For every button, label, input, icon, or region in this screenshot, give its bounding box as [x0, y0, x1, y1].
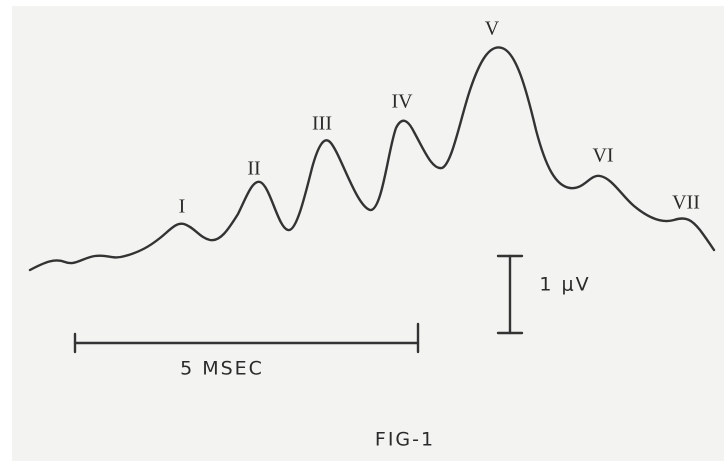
amplitude-scale-bar: [496, 254, 524, 335]
waveform: [28, 46, 716, 272]
peak-label: VII: [672, 192, 700, 214]
peak-label: V: [485, 18, 500, 40]
caption: FIG-1: [375, 429, 435, 451]
peak-label: III: [312, 113, 332, 135]
peak-label: II: [247, 158, 260, 180]
time-label: 5 MSEC: [180, 358, 264, 380]
paper: [12, 6, 724, 461]
amplitude-label: 1 μV: [539, 274, 590, 296]
time-scale-bar: [73, 322, 420, 354]
peak-label: IV: [391, 91, 413, 113]
peak-label: I: [179, 196, 186, 218]
peak-label: VI: [592, 145, 613, 167]
